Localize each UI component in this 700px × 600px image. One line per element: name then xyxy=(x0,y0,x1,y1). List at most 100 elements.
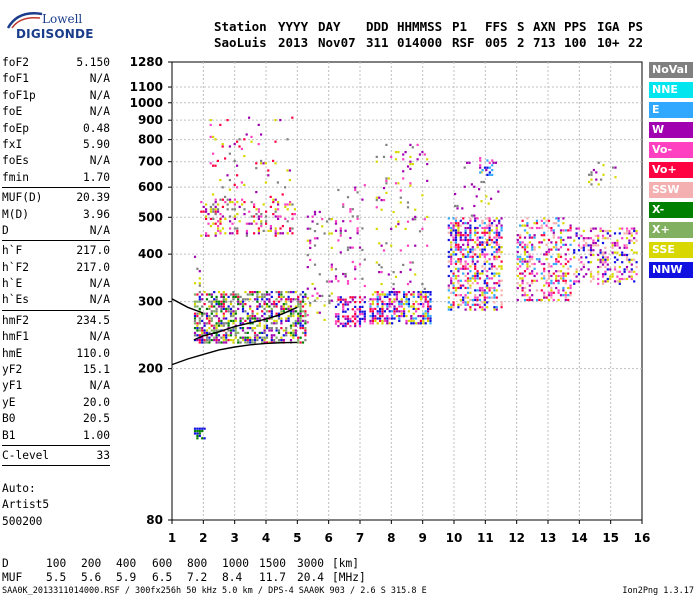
echo-dot xyxy=(203,291,206,294)
echo-dot xyxy=(485,168,488,172)
echo-dot xyxy=(469,255,472,258)
echo-dot xyxy=(604,246,607,249)
echo-dot xyxy=(523,248,527,251)
echo-dot xyxy=(301,331,305,334)
echo-dot xyxy=(212,152,215,155)
echo-dot xyxy=(263,341,266,344)
echo-dot xyxy=(354,315,357,318)
echo-dot xyxy=(374,315,377,318)
legend-item: NNW xyxy=(649,262,693,278)
echo-dot xyxy=(516,267,519,270)
echo-dot xyxy=(346,246,350,249)
echo-dot xyxy=(592,275,595,278)
echo-dot xyxy=(422,315,425,318)
echo-dot xyxy=(403,310,406,313)
echo-dot xyxy=(269,229,272,232)
echo-dot xyxy=(555,286,558,290)
echo-dot xyxy=(205,322,209,325)
echo-dot xyxy=(417,307,420,310)
echo-dot xyxy=(198,432,201,435)
echo-dot xyxy=(421,227,424,230)
echo-dot xyxy=(429,307,432,310)
echo-dot xyxy=(400,312,403,315)
echo-dot xyxy=(203,331,206,334)
echo-dot xyxy=(478,306,482,309)
echo-dot xyxy=(543,291,546,294)
echo-dot xyxy=(201,427,204,430)
echo-dot xyxy=(337,325,340,328)
echo-dot xyxy=(361,313,364,316)
echo-dot xyxy=(202,205,205,208)
echo-dot xyxy=(447,226,450,230)
echo-dot xyxy=(241,300,245,303)
echo-dot xyxy=(214,205,217,208)
echo-dot xyxy=(280,327,283,330)
echo-dot xyxy=(225,341,228,344)
echo-dot xyxy=(490,286,494,290)
echo-dot xyxy=(255,208,258,211)
echo-dot xyxy=(196,437,199,440)
legend-item: W xyxy=(649,122,693,138)
echo-dot xyxy=(291,232,294,235)
echo-dot xyxy=(457,224,460,227)
echo-dot xyxy=(454,262,458,266)
echo-dot xyxy=(500,226,503,230)
echo-dot xyxy=(243,155,246,158)
echo-dot xyxy=(330,268,333,271)
echo-dot xyxy=(380,283,383,286)
echo-dot xyxy=(379,310,382,313)
echo-dot xyxy=(406,201,410,204)
echo-dot xyxy=(412,319,415,322)
echo-dot xyxy=(500,267,503,270)
echo-dot xyxy=(486,253,489,256)
echo-dot xyxy=(559,270,563,273)
echo-dot xyxy=(452,222,455,225)
echo-dot xyxy=(253,331,257,334)
echo-dot xyxy=(285,291,288,294)
echo-dot xyxy=(376,312,379,315)
echo-dot xyxy=(229,227,232,230)
echo-dot xyxy=(258,322,261,325)
echo-dot xyxy=(237,298,240,301)
echo-dot xyxy=(488,226,491,230)
echo-dot xyxy=(559,231,563,234)
echo-dot xyxy=(251,291,254,294)
echo-dot xyxy=(457,282,460,285)
legend-item: Vo+ xyxy=(649,162,693,178)
echo-dot xyxy=(280,307,283,310)
echo-dot xyxy=(633,229,636,233)
echo-dot xyxy=(521,246,524,249)
echo-dot xyxy=(597,161,600,164)
echo-dot xyxy=(379,298,382,301)
echo-dot xyxy=(289,203,292,206)
echo-dot xyxy=(241,310,245,313)
echo-dot xyxy=(246,315,249,318)
echo-dot xyxy=(526,298,529,302)
distance-value: 400 xyxy=(116,557,137,570)
echo-dot xyxy=(356,232,359,235)
echo-dot xyxy=(555,222,558,225)
echo-dot xyxy=(334,229,338,232)
echo-dot xyxy=(426,179,429,182)
echo-dot xyxy=(552,298,555,302)
echo-dot xyxy=(256,295,259,298)
echo-dot xyxy=(564,282,567,285)
echo-dot xyxy=(493,258,496,261)
echo-dot xyxy=(427,317,430,320)
echo-dot xyxy=(488,224,491,227)
echo-dot xyxy=(287,291,290,294)
echo-dot xyxy=(483,279,486,282)
echo-dot xyxy=(481,291,484,294)
echo-dot xyxy=(253,341,257,344)
param-row: hmF1 N/A xyxy=(2,329,110,345)
echo-dot xyxy=(424,315,427,318)
param-name: fxI xyxy=(2,137,23,151)
echo-dot xyxy=(466,222,470,225)
echo-dot xyxy=(351,298,354,301)
echo-dot xyxy=(203,322,206,325)
echo-dot xyxy=(222,300,225,303)
echo-dot xyxy=(474,294,477,297)
echo-dot xyxy=(419,303,422,306)
echo-dot xyxy=(202,210,205,213)
echo-dot xyxy=(198,319,201,322)
